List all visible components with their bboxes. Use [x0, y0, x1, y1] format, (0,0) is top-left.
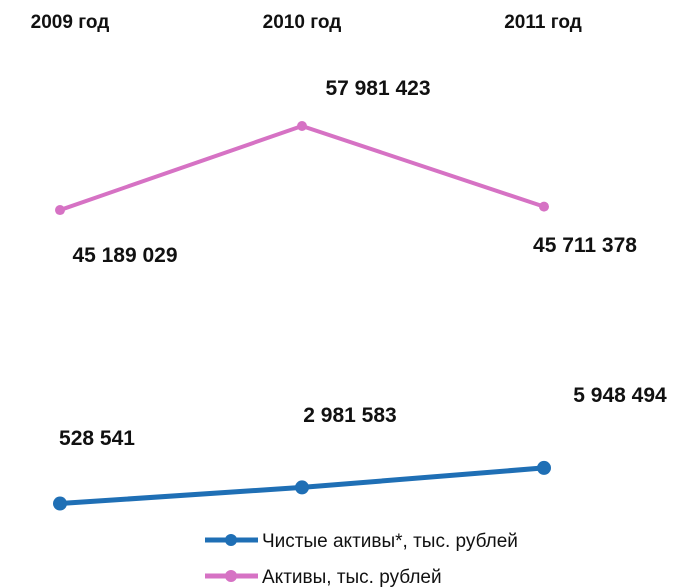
value-label: 45 711 378	[533, 234, 637, 257]
point	[297, 121, 307, 131]
point	[539, 201, 549, 212]
value-label: 528 541	[59, 427, 135, 450]
legend-label: Активы, тыс. рублей	[262, 567, 442, 587]
value-label: 5 948 494	[573, 384, 667, 407]
value-label: 45 189 029	[72, 244, 177, 267]
point	[55, 205, 65, 216]
point	[295, 480, 309, 495]
series-line	[59, 123, 545, 212]
category-label: 2010 год	[263, 12, 342, 33]
legend-label: Чистые активы*, тыс. рублей	[262, 531, 518, 552]
point	[53, 496, 67, 511]
legend-marker	[225, 534, 237, 546]
legend-marker	[225, 570, 237, 582]
category-label: 2009 год	[31, 12, 110, 33]
value-label: 57 981 423	[325, 77, 430, 100]
category-label: 2011 год	[504, 12, 582, 33]
point	[537, 460, 551, 475]
value-label: 2 981 583	[303, 404, 396, 427]
